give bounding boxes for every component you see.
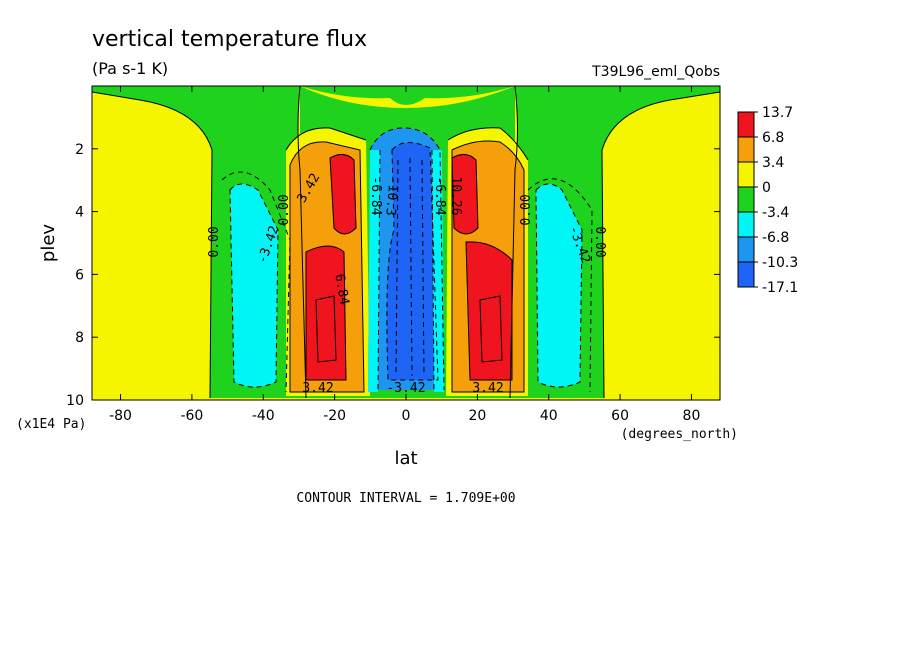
x-tick-label: 60 — [611, 408, 629, 424]
contour-fill-layer — [92, 86, 720, 400]
y-tick-label: 10 — [66, 393, 84, 409]
contour-lines — [92, 86, 720, 399]
x-tick-label: 0 — [402, 408, 411, 424]
colorbar-label: 0 — [762, 180, 771, 196]
x-tick-label: -20 — [323, 408, 346, 424]
x-axis: -80 -60 -40 -20 0 20 40 60 80 — [109, 86, 700, 424]
region-red-right-upper — [452, 154, 478, 234]
colorbar-swatch — [737, 111, 755, 138]
y-tick-label: 4 — [75, 205, 84, 221]
region-cyan-strip-left — [368, 150, 380, 392]
region-green-top — [300, 86, 515, 105]
x-axis-title: lat — [394, 448, 417, 469]
colorbar-label: 3.4 — [762, 155, 784, 171]
colorbar-label: -6.8 — [762, 230, 789, 246]
chart-title: vertical temperature flux — [92, 27, 367, 52]
colorbar-swatch — [737, 161, 755, 188]
colorbar: 13.7 6.8 3.4 0 -3.4 -6.8 -10.3 -17.1 — [737, 105, 798, 296]
contour-label: 0.00 — [519, 194, 534, 225]
colorbar-swatch — [737, 236, 755, 263]
colorbar-label: -3.4 — [762, 205, 789, 221]
x-tick-label: 40 — [540, 408, 558, 424]
colorbar-swatch — [737, 261, 755, 288]
y-unit-label: (x1E4 Pa) — [16, 417, 86, 432]
contour-label: -3.42 — [386, 381, 425, 396]
y-tick-label: 8 — [75, 330, 84, 346]
negative-contour-lines — [221, 127, 593, 393]
x-tick-label: 20 — [468, 408, 486, 424]
contour-label: 0.00 — [207, 226, 222, 257]
contour-label: 0.00 — [592, 226, 607, 257]
region-blue-center — [386, 142, 438, 380]
x-tick-label: -60 — [180, 408, 203, 424]
colorbar-label: -10.3 — [762, 255, 798, 271]
contour-label: -6.84 — [368, 176, 383, 215]
contour-interval-text: CONTOUR INTERVAL = 1.709E+00 — [296, 491, 515, 506]
x-unit-label: (degrees_north) — [621, 427, 738, 442]
contour-label: -6.84 — [432, 176, 447, 215]
y-tick-label: 2 — [75, 142, 84, 158]
x-tick-label: -80 — [109, 408, 132, 424]
region-red-left-upper — [330, 154, 356, 234]
colorbar-swatch — [737, 211, 755, 238]
y-tick-label: 6 — [75, 267, 84, 283]
dataset-label: T39L96_eml_Qobs — [591, 64, 720, 80]
region-red-right-lower — [466, 241, 512, 380]
contour-label: 3.42 — [302, 381, 333, 396]
colorbar-label: -17.1 — [762, 280, 798, 296]
contour-label: -10.3 — [382, 176, 400, 216]
region-cyan-right — [536, 184, 582, 387]
x-tick-label: 80 — [683, 408, 701, 424]
contour-label: 0.00 — [277, 194, 292, 225]
colorbar-label: 13.7 — [762, 105, 793, 121]
contour-label: 6.84 — [331, 273, 351, 307]
contour-label: 3.42 — [472, 381, 503, 396]
chart-units: (Pa s-1 K) — [92, 59, 168, 78]
x-tick-label: -40 — [252, 408, 275, 424]
y-axis: 2 4 6 8 10 — [66, 142, 720, 409]
contour-label: 10.26 — [448, 176, 463, 215]
y-axis-title: plev — [38, 224, 59, 263]
colorbar-swatch — [737, 136, 755, 163]
colorbar-label: 6.8 — [762, 130, 784, 146]
region-red-left-lower — [306, 246, 346, 380]
region-cyan-left — [230, 184, 278, 387]
colorbar-swatch — [737, 186, 755, 213]
